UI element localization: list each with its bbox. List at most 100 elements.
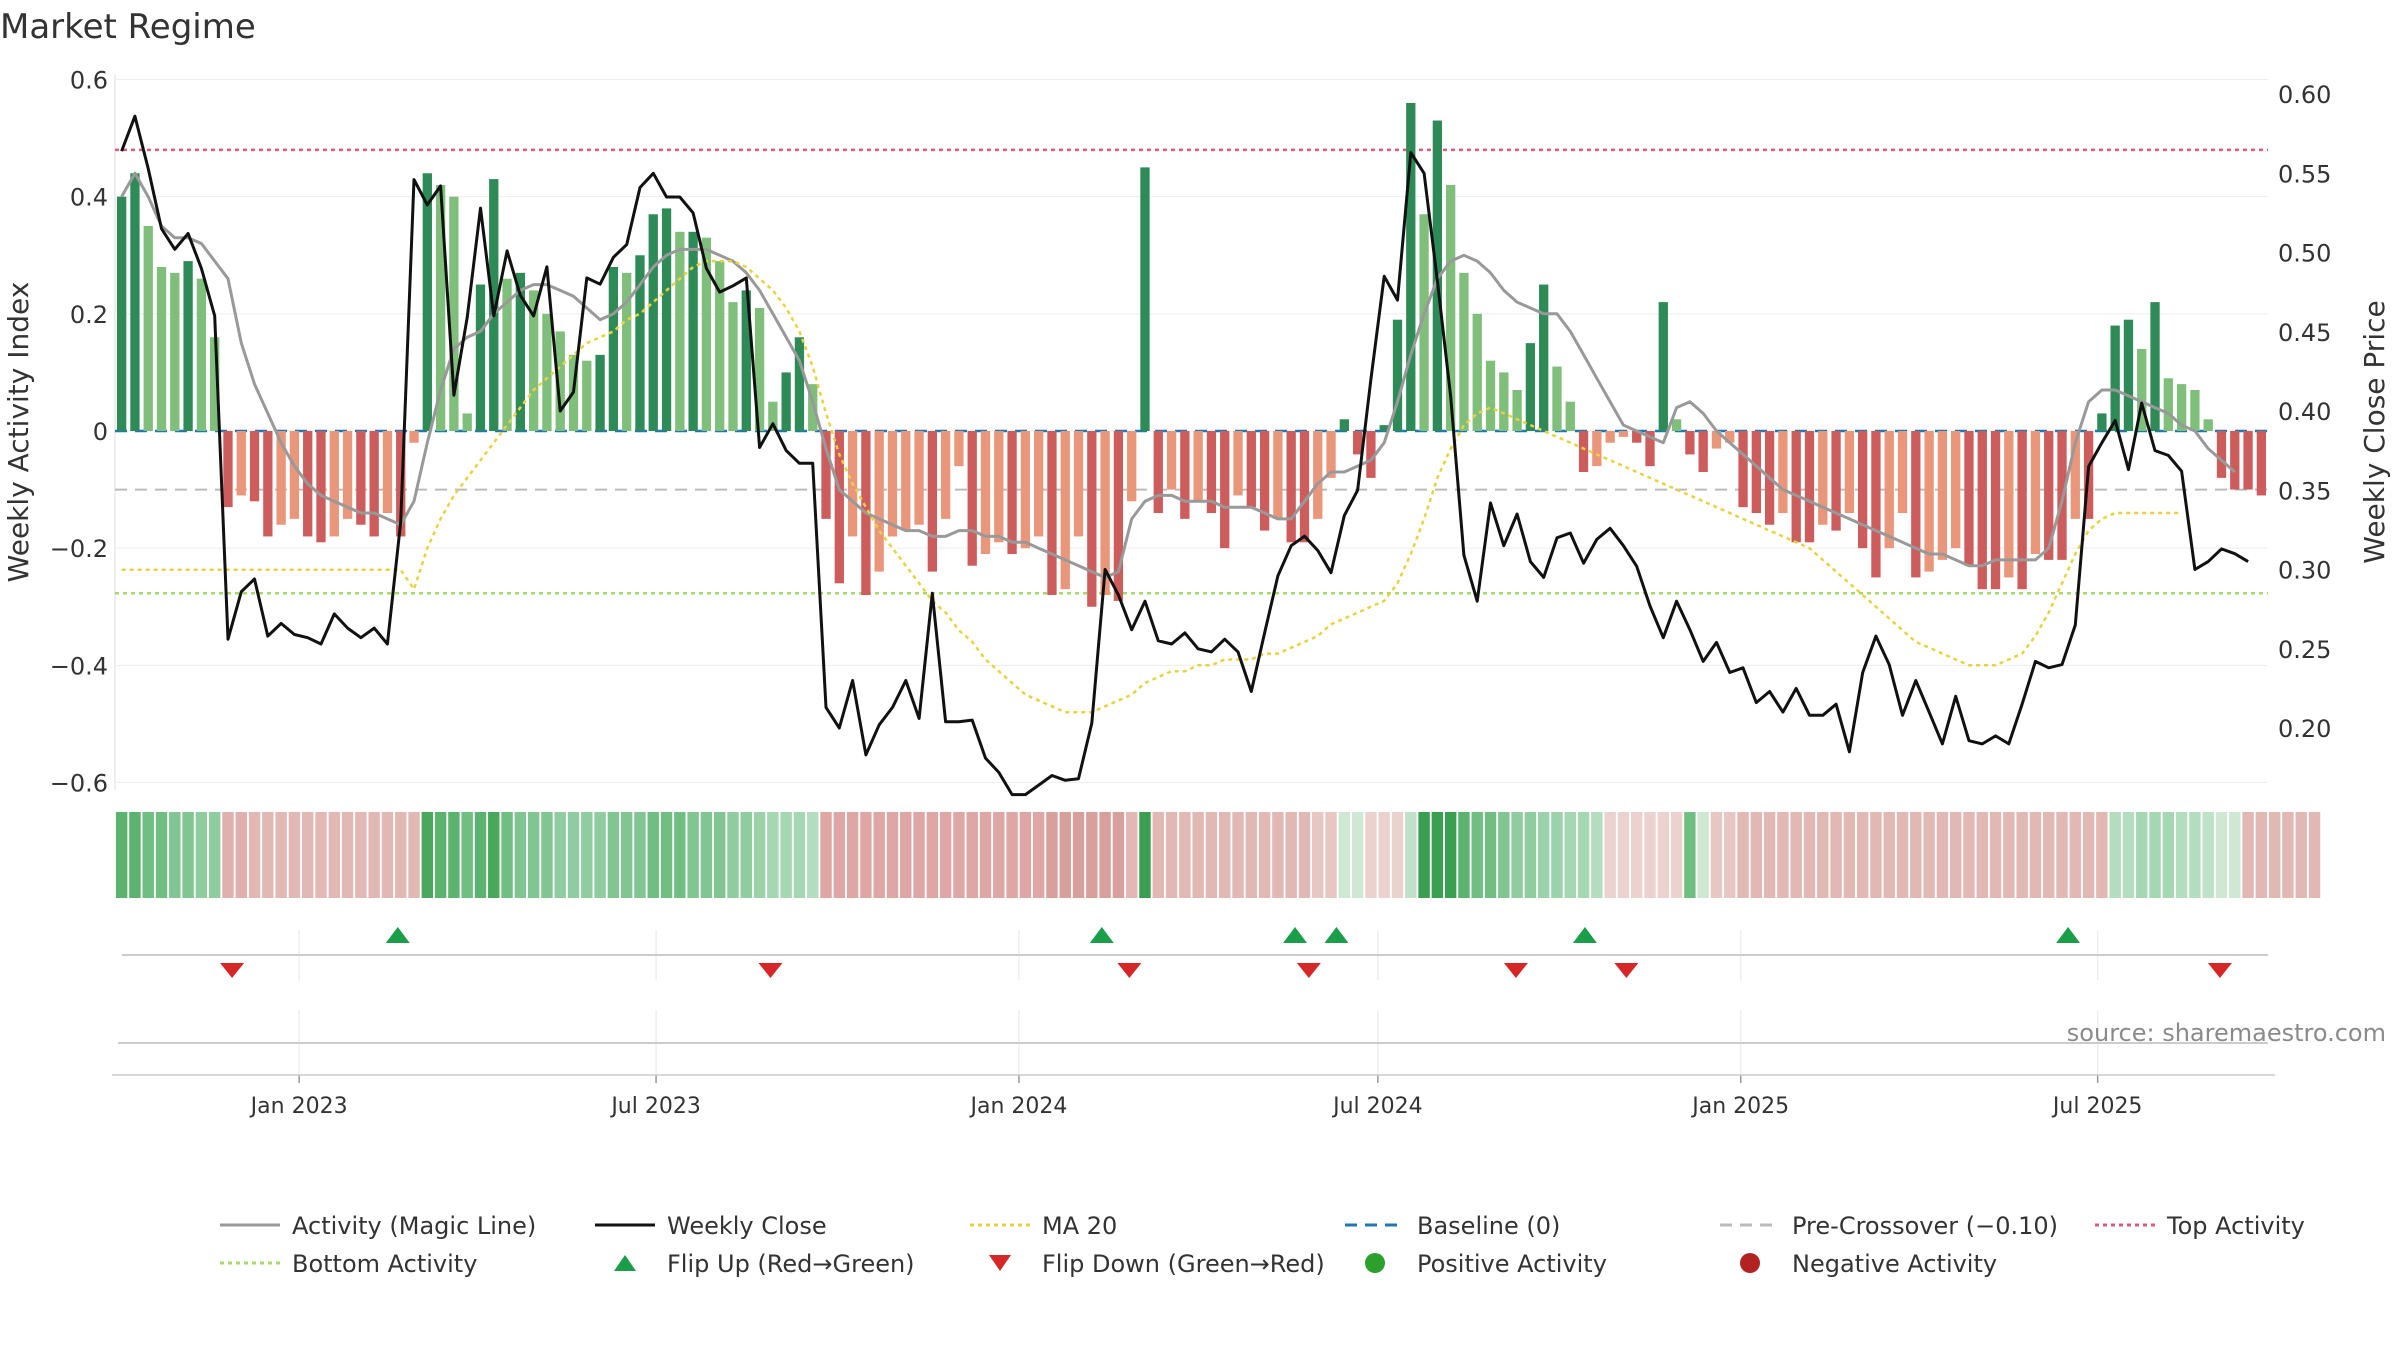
- ribbon-cell: [900, 812, 912, 898]
- activity-bar: [1525, 343, 1536, 431]
- series-lines: [120, 114, 2249, 797]
- activity-bar: [1552, 366, 1562, 431]
- ribbon-cell: [1086, 812, 1098, 898]
- ribbon-cell: [1006, 812, 1018, 898]
- ribbon-cell: [142, 812, 154, 898]
- activity-bar: [1565, 401, 1575, 431]
- ribbon-cell: [448, 812, 460, 898]
- ribbon-cell: [1498, 812, 1510, 898]
- activity-bar: [834, 431, 844, 584]
- ribbon-cell: [1604, 812, 1616, 898]
- ribbon-cell: [275, 812, 287, 898]
- activity-bar: [1273, 431, 1283, 519]
- left-tick-label: 0.4: [70, 184, 108, 212]
- ribbon-cell: [514, 812, 527, 898]
- legend-label: MA 20: [1042, 1212, 1117, 1240]
- activity-bar: [1818, 431, 1828, 525]
- ribbon-cell: [129, 812, 141, 898]
- ribbon-cell: [315, 812, 327, 898]
- ribbon-cell: [1152, 812, 1164, 898]
- ribbon-cell: [2096, 812, 2108, 898]
- activity-bar: [515, 272, 526, 431]
- activity-bar: [1313, 431, 1323, 519]
- ribbon-cell: [434, 812, 447, 898]
- flip-up-marker: [1572, 927, 1597, 943]
- activity-bar: [622, 272, 632, 431]
- activity-bar: [1366, 431, 1376, 478]
- activity-bar: [1671, 419, 1682, 431]
- ribbon-cell: [1963, 812, 1975, 898]
- x-tick-label: Jan 2024: [968, 1094, 1067, 1119]
- activity-bar: [156, 266, 167, 431]
- ribbon-cell: [780, 812, 792, 898]
- ribbon-cell: [222, 812, 234, 898]
- activity-bar: [2030, 431, 2041, 555]
- activity-bar: [1698, 431, 1708, 473]
- ribbon-cell: [1179, 812, 1191, 898]
- activity-bar: [1605, 431, 1615, 443]
- ribbon-cell: [208, 812, 221, 898]
- ribbon-cell: [527, 812, 540, 898]
- legend-flip-up-icon: [614, 1255, 636, 1271]
- activity-bar: [210, 337, 220, 431]
- grid-layer: [114, 75, 2268, 790]
- activity-bars: [116, 102, 2267, 607]
- ribbon-cell: [1697, 812, 1709, 898]
- activity-bar: [1791, 431, 1801, 543]
- activity-bar: [462, 413, 472, 431]
- activity-bar: [475, 284, 486, 431]
- activity-bar: [1007, 431, 1017, 555]
- activity-bar: [502, 278, 512, 431]
- legend: Activity (Magic Line) Weekly Close MA 20 Ba…: [220, 1212, 2305, 1278]
- activity-bar: [1844, 431, 1855, 514]
- ribbon-cell: [594, 812, 606, 898]
- activity-bar: [1831, 431, 1841, 531]
- activity-bar: [449, 196, 459, 431]
- activity-bar: [821, 431, 831, 519]
- activity-bar: [342, 431, 353, 519]
- ribbon-cell: [2282, 812, 2294, 898]
- left-axis-label: Weekly Activity Index: [2, 282, 35, 583]
- ribbon-cell: [2189, 812, 2201, 898]
- ribbon-cell: [1856, 812, 1869, 898]
- ribbon-cell: [1232, 812, 1244, 898]
- right-tick-label: 0.30: [2278, 557, 2331, 585]
- ribbon-cell: [886, 812, 899, 898]
- ribbon-cell: [1245, 812, 1258, 898]
- ribbon-cell: [368, 812, 380, 898]
- activity-bar: [874, 431, 884, 572]
- flip-up-marker: [1324, 927, 1349, 943]
- left-tick-label: −0.2: [50, 535, 108, 563]
- ribbon-cell: [2003, 812, 2015, 898]
- activity-bar: [1871, 431, 1881, 578]
- ribbon-cell: [1312, 812, 1324, 898]
- right-tick-label: 0.25: [2278, 636, 2331, 664]
- activity-bar: [1937, 431, 1948, 560]
- activity-bar: [236, 431, 246, 496]
- ribbon-cell: [1059, 812, 1071, 898]
- ribbon-cell: [1684, 812, 1696, 898]
- ribbon-cell: [1192, 812, 1204, 898]
- ribbon-cell: [1670, 812, 1683, 898]
- activity-bar: [1392, 319, 1403, 431]
- legend-label: Flip Up (Red→Green): [667, 1250, 915, 1278]
- ribbon-cell: [1750, 812, 1763, 898]
- ribbon-cell: [2042, 812, 2055, 898]
- activity-bar: [542, 313, 552, 431]
- x-axis: Jan 2023 Jul 2023 Jan 2024 Jul 2024 Jan 2025…: [112, 1074, 2275, 1119]
- ribbon-cell: [1817, 812, 1829, 898]
- activity-bar: [2230, 431, 2240, 490]
- ribbon-cell: [820, 812, 832, 898]
- legend-label: Negative Activity: [1792, 1250, 1997, 1278]
- activity-bar: [356, 431, 366, 525]
- activity-bar: [980, 431, 991, 555]
- ribbon-cell: [2149, 812, 2161, 898]
- activity-bar: [223, 431, 233, 508]
- ribbon-cell: [1444, 812, 1457, 898]
- ribbon-cell: [939, 812, 952, 898]
- activity-bar: [528, 290, 539, 431]
- ribbon-cell: [541, 812, 553, 898]
- activity-bar: [728, 302, 738, 431]
- ribbon-cell: [488, 812, 500, 898]
- ribbon-cell: [687, 812, 699, 898]
